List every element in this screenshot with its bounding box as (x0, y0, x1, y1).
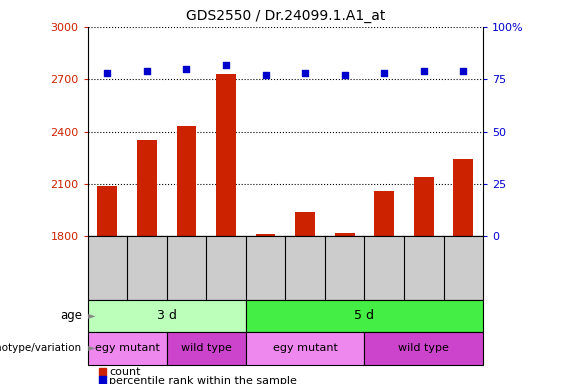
Point (419, 68, 428, 74)
Bar (295, 212, 315, 236)
Bar (137, 140, 157, 236)
Point (459, 68, 468, 74)
Bar (334, 233, 355, 236)
Text: ►: ► (85, 311, 95, 321)
Point (182, 66, 191, 72)
Text: 3 d: 3 d (157, 310, 177, 322)
Text: egy mutant: egy mutant (95, 343, 159, 354)
Text: egy mutant: egy mutant (273, 343, 337, 354)
Text: genotype/variation: genotype/variation (0, 343, 82, 354)
Point (340, 72, 349, 78)
Bar (255, 233, 276, 236)
Bar (454, 159, 473, 236)
Bar (98, 185, 118, 236)
Bar (375, 191, 394, 236)
Point (142, 68, 151, 74)
Point (103, 70, 112, 76)
Text: percentile rank within the sample: percentile rank within the sample (109, 376, 297, 384)
Point (380, 70, 389, 76)
Point (261, 72, 270, 78)
Title: GDS2550 / Dr.24099.1.A1_at: GDS2550 / Dr.24099.1.A1_at (186, 9, 385, 23)
Point (221, 61, 231, 68)
Text: 5 d: 5 d (354, 310, 375, 322)
Bar (216, 74, 236, 236)
Text: wild type: wild type (181, 343, 232, 354)
Point (301, 70, 310, 76)
Text: age: age (60, 310, 82, 322)
Bar (176, 126, 197, 236)
Bar (414, 177, 434, 236)
Text: ►: ► (85, 343, 95, 354)
Text: count: count (109, 367, 141, 377)
Text: wild type: wild type (398, 343, 449, 354)
